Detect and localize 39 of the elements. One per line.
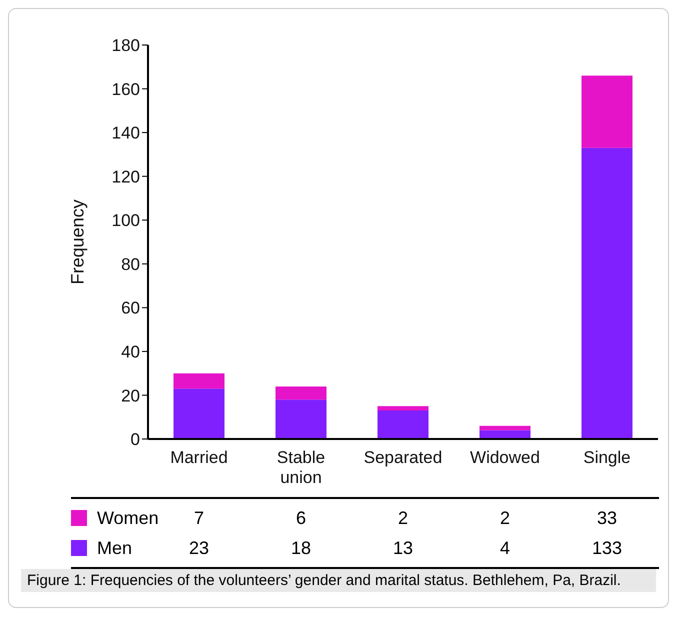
bar xyxy=(174,388,224,439)
data-label: 4 xyxy=(498,538,511,558)
bar xyxy=(480,426,530,430)
y-tick-label: 100 xyxy=(112,211,140,230)
bar xyxy=(174,373,224,389)
data-label: 33 xyxy=(596,508,618,528)
bar xyxy=(480,430,530,439)
y-tick-label: 120 xyxy=(112,167,140,186)
y-tick-label: 0 xyxy=(130,430,140,450)
data-label: 7 xyxy=(194,508,204,528)
legend-label: Men xyxy=(97,538,132,558)
bar xyxy=(378,406,428,411)
caption: Figure 1: Frequencies of the volunteers’ gender and marital status. Bethlehem, Pa, Brazil. xyxy=(27,572,622,589)
data-label: 13 xyxy=(392,538,414,558)
bar xyxy=(276,400,326,439)
y-tick-label: 60 xyxy=(121,298,140,318)
x-tick-label: Single xyxy=(583,448,631,467)
bar xyxy=(582,76,632,148)
x-tick-label: Separated xyxy=(364,448,442,467)
data-label: 133 xyxy=(590,538,624,558)
x-tick-label: Married xyxy=(170,448,228,467)
x-tick-label: Stable union xyxy=(276,448,326,487)
bar xyxy=(582,148,632,439)
y-tick-label: 20 xyxy=(121,386,140,406)
y-tick-label: 40 xyxy=(121,342,140,362)
legend-label: Women xyxy=(97,508,159,528)
y-axis-title: Frequency xyxy=(67,199,88,285)
y-tick-label: 160 xyxy=(112,80,140,99)
y-tick-label: 80 xyxy=(121,254,140,274)
data-label: 18 xyxy=(290,538,312,558)
bar xyxy=(378,410,428,439)
y-tick-label: 140 xyxy=(112,124,140,143)
y-tick-label: 180 xyxy=(112,36,140,56)
data-label: 23 xyxy=(188,538,210,558)
data-label: 6 xyxy=(294,508,307,528)
x-tick-label: Widowed xyxy=(470,448,540,467)
data-label: 2 xyxy=(498,508,511,528)
bar xyxy=(276,386,326,400)
data-label: 2 xyxy=(396,508,409,528)
